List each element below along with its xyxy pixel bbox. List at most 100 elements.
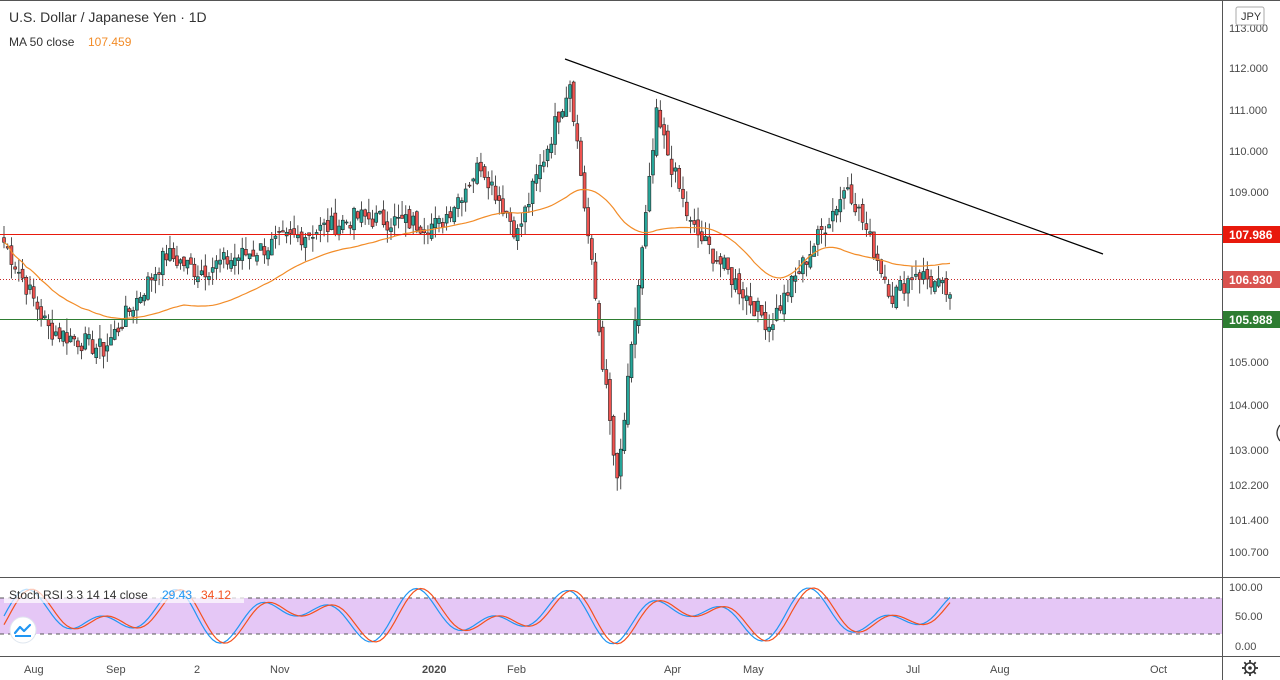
candle-up bbox=[236, 257, 241, 261]
candle-down bbox=[175, 255, 179, 266]
candle-down bbox=[192, 263, 197, 278]
candle-up bbox=[207, 276, 211, 281]
time-tick: Oct bbox=[1150, 664, 1167, 676]
candle-down bbox=[79, 345, 84, 352]
candle-series bbox=[2, 80, 952, 491]
candle-up bbox=[733, 278, 738, 290]
candle-up bbox=[471, 178, 476, 182]
time-tick: Apr bbox=[664, 664, 681, 676]
candle-up bbox=[322, 222, 326, 225]
candle-up bbox=[303, 237, 308, 248]
candle-up bbox=[337, 225, 341, 236]
candle-up bbox=[210, 267, 215, 273]
candle-up bbox=[636, 285, 641, 326]
candle-down bbox=[662, 124, 666, 136]
candle-down bbox=[597, 303, 601, 333]
candle-up bbox=[703, 236, 708, 242]
candle-up bbox=[411, 215, 415, 226]
candle-up bbox=[812, 245, 816, 257]
candle-up bbox=[940, 279, 945, 284]
candle-up bbox=[269, 238, 274, 256]
time-tick: Nov bbox=[270, 664, 290, 676]
candle-down bbox=[582, 172, 587, 209]
price-tick: 110.000 bbox=[1229, 146, 1268, 158]
candle-up bbox=[530, 180, 535, 204]
candle-up bbox=[527, 204, 531, 208]
candle-up bbox=[168, 248, 172, 261]
candle-down bbox=[508, 212, 513, 222]
candle-down bbox=[13, 266, 17, 270]
candle-down bbox=[692, 220, 697, 225]
candle-up bbox=[352, 207, 356, 231]
candle-down bbox=[385, 221, 390, 231]
candle-up bbox=[112, 329, 117, 340]
candle-up bbox=[538, 164, 542, 180]
candle-down bbox=[281, 230, 285, 233]
candle-up bbox=[109, 337, 113, 346]
candle-down bbox=[707, 236, 712, 245]
candle-up bbox=[196, 276, 200, 283]
candle-down bbox=[72, 336, 77, 340]
tradingview-logo-icon[interactable] bbox=[9, 616, 37, 644]
candle-up bbox=[831, 210, 835, 222]
chart-title: U.S. Dollar / Japanese Yen · 1D bbox=[9, 9, 207, 25]
candle-down bbox=[748, 296, 753, 306]
candle-down bbox=[666, 130, 670, 156]
candle-down bbox=[157, 272, 161, 275]
svg-text:106.930: 106.930 bbox=[1229, 273, 1273, 287]
candle-down bbox=[418, 226, 423, 234]
candle-up bbox=[61, 330, 66, 342]
candle-up bbox=[629, 344, 634, 379]
candle-down bbox=[486, 176, 491, 189]
gear-icon[interactable] bbox=[1242, 660, 1258, 676]
candle-down bbox=[741, 289, 745, 299]
candle-down bbox=[853, 204, 858, 213]
candle-down bbox=[407, 209, 412, 229]
time-tick: Sep bbox=[106, 664, 126, 676]
candle-down bbox=[441, 222, 445, 228]
candle-up bbox=[545, 148, 550, 162]
candle-up bbox=[258, 243, 263, 251]
candle-down bbox=[929, 276, 933, 288]
candle-up bbox=[68, 335, 73, 343]
candle-up bbox=[444, 214, 449, 224]
ma50-line bbox=[3, 188, 951, 320]
candle-down bbox=[804, 261, 809, 265]
stoch-label: Stoch RSI 3 3 14 14 close bbox=[9, 588, 148, 602]
price-axis[interactable]: 113.000 112.000 111.000 110.000 109.000 … bbox=[1229, 23, 1269, 559]
price-pane[interactable] bbox=[0, 0, 1222, 577]
candle-down bbox=[797, 271, 801, 274]
candle-down bbox=[479, 161, 483, 172]
candle-up bbox=[553, 116, 557, 145]
price-tick: 113.000 bbox=[1229, 23, 1268, 35]
time-axis[interactable]: Aug Sep 2 Nov 2020 Feb Apr May Jul Aug O… bbox=[24, 664, 1167, 676]
candle-up bbox=[396, 216, 401, 219]
candle-up bbox=[452, 207, 457, 223]
candle-up bbox=[17, 271, 21, 274]
candle-down bbox=[164, 253, 169, 261]
candle-down bbox=[615, 453, 619, 479]
candle-up bbox=[105, 345, 110, 352]
stoch-tick: 100.00 bbox=[1229, 582, 1263, 594]
time-tick: 2 bbox=[194, 664, 200, 676]
time-tick: Aug bbox=[24, 664, 44, 676]
candle-up bbox=[43, 315, 47, 319]
descending-trendline[interactable] bbox=[564, 58, 1104, 255]
candle-down bbox=[299, 231, 304, 246]
candle-up bbox=[153, 274, 158, 281]
scale-handle-icon[interactable] bbox=[1276, 424, 1280, 442]
candle-down bbox=[497, 195, 502, 201]
candle-up bbox=[247, 253, 252, 260]
candle-down bbox=[501, 198, 505, 215]
candle-up bbox=[774, 307, 779, 321]
candle-down bbox=[76, 340, 80, 348]
candle-down bbox=[9, 245, 14, 265]
stoch-tick: 0.00 bbox=[1235, 641, 1256, 653]
candle-up bbox=[744, 295, 749, 301]
candle-up bbox=[123, 305, 128, 327]
candle-down bbox=[681, 188, 685, 199]
candle-down bbox=[600, 326, 605, 370]
candle-up bbox=[519, 223, 524, 227]
currency-badge[interactable]: JPY bbox=[1235, 6, 1265, 26]
